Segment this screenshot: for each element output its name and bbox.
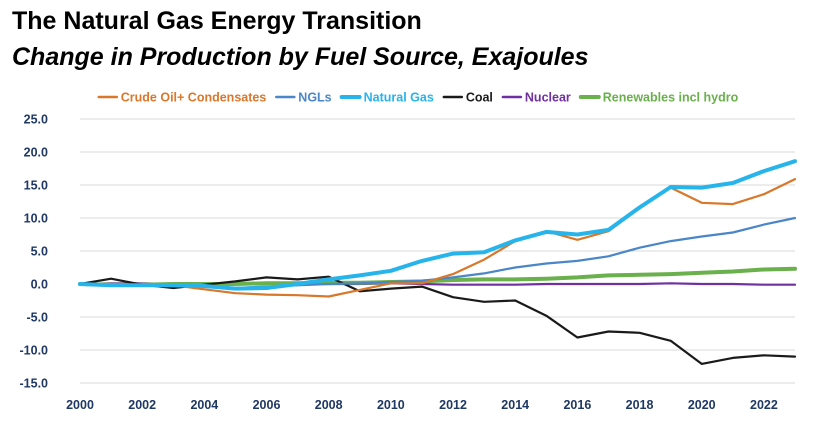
axes: 25.0 20.0 15.0 10.0 5.0 0.0 -5.0 -10.0 -15.0 2000… (20, 113, 778, 413)
x-tick-label: 2008 (315, 398, 343, 412)
x-tick-label: 2012 (439, 398, 467, 412)
legend-label: Coal (466, 91, 493, 105)
chart-title: The Natural Gas Energy Transition (12, 7, 422, 35)
legend: Crude Oil+ Condensates NGLs Natural Gas Coa… (97, 91, 739, 105)
series-lines (78, 159, 797, 365)
y-tick-label: -10.0 (20, 344, 49, 358)
x-tick-label: 2006 (253, 398, 281, 412)
grid-lines (80, 118, 795, 384)
x-tick-label: 2002 (128, 398, 156, 412)
x-tick-label: 2018 (626, 398, 654, 412)
x-tick-label: 2014 (501, 398, 529, 412)
legend-label: NGLs (298, 91, 331, 105)
y-tick-label: 0.0 (31, 278, 48, 292)
y-tick-label: 25.0 (24, 113, 48, 127)
legend-label: Crude Oil+ Condensates (121, 91, 267, 105)
y-tick-label: 5.0 (31, 245, 48, 259)
y-tick-label: -5.0 (26, 311, 48, 325)
y-tick-label: 15.0 (24, 179, 48, 193)
y-tick-label: 10.0 (24, 212, 48, 226)
legend-label: Nuclear (525, 91, 571, 105)
series-line-coal (78, 275, 797, 365)
series-line-crude-oil-condensates (78, 178, 797, 298)
legend-label: Natural Gas (364, 91, 434, 105)
series-line-renewables-incl-hydro (78, 266, 797, 287)
y-tick-label: 20.0 (24, 146, 48, 160)
x-tick-label: 2016 (563, 398, 591, 412)
y-tick-label: -15.0 (20, 377, 49, 391)
series-line-natural-gas (78, 159, 797, 291)
series-line-ngls (78, 216, 797, 290)
x-tick-label: 2020 (688, 398, 716, 412)
x-tick-label: 2004 (190, 398, 218, 412)
x-tick-label: 2000 (66, 398, 94, 412)
x-tick-label: 2010 (377, 398, 405, 412)
chart-subtitle: Change in Production by Fuel Source, Exa… (12, 43, 589, 71)
legend-label: Renewables incl hydro (603, 91, 739, 105)
x-tick-label: 2022 (750, 398, 778, 412)
